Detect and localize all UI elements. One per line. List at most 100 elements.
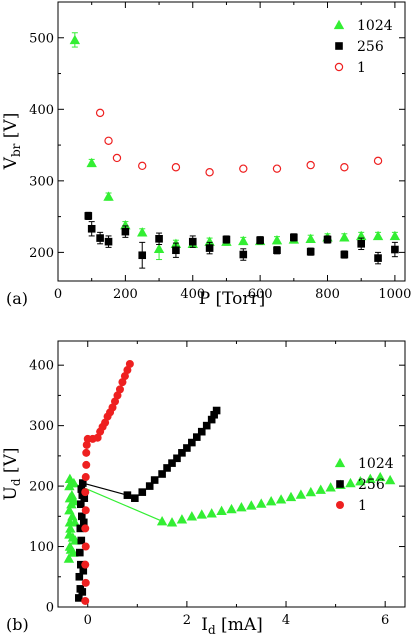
panel-b-point-1 [115,385,124,394]
panel-a-x-tick-label: 400 [180,287,205,302]
panel-a-x-tick-label: 800 [315,287,340,302]
panel-b-point-1024 [226,503,237,514]
panel-b-point-1 [123,366,132,375]
panel-b-x-tick-label: 0 [84,613,92,628]
panel-a: 0 200 400 600 800 1000 200 300 400 500 1024 256 1 P… [1,1,411,309]
panel-b-point-1 [82,440,91,449]
panel-a-point-1024 [153,243,165,253]
panel-b-point-256 [79,566,88,575]
panel-b-point-1024 [69,496,80,506]
panel-b-legend-marker [336,480,344,488]
panel-b-point-256 [79,518,88,527]
panel-b-point-1 [125,359,134,368]
panel-b-point-1024 [246,500,257,510]
panel-b-legend-label: 256 [358,477,385,493]
panel-a-point-256 [121,227,130,236]
panel-b-point-1024 [66,489,78,500]
panel-b-point-1024 [63,553,75,563]
panel-a-point-1024 [372,230,384,241]
panel-b-point-256 [193,433,201,441]
panel-a-point-1 [373,156,383,166]
panel-a-legend-label: 1024 [357,18,393,34]
panel-a-legend-marker [334,62,344,72]
panel-b-point-256 [76,548,84,557]
panel-b-tag: (b) [6,615,29,634]
panel-b-y-tick-label: 0 [46,601,54,616]
panel-b-point-1024 [265,496,277,506]
panel-b-point-1024 [285,491,297,502]
panel-a-marks [69,32,401,269]
panel-b-x-tick-label: 6 [381,613,389,628]
panel-b-point-1 [101,418,110,427]
panel-b-point-256 [158,470,166,478]
panel-b-x-tick-label: 4 [282,613,290,628]
panel-a-point-1024 [86,157,97,168]
panel-b-point-1024 [384,474,396,485]
panel-b-frame [57,340,406,608]
panel-b-point-1024 [68,477,80,488]
panel-b-legend-marker [334,457,346,468]
panel-b-point-256 [77,536,86,545]
panel-a-point-1 [95,108,105,118]
panel-b-x-axis-label: Id [mA] [201,615,262,635]
panel-a-point-256 [205,244,214,252]
panel-b-point-256 [77,560,85,569]
panel-a-point-256 [306,247,315,256]
panel-b-point-256 [78,588,87,596]
panel-b-point-256 [210,410,218,419]
panel-a-point-1024 [271,235,283,245]
panel-b-point-1 [82,460,91,469]
panel-a-axes: 0 200 400 600 800 1000 200 300 400 500 [29,2,411,302]
panel-b-point-1024 [375,471,386,482]
panel-b-point-1024 [68,547,79,557]
panel-b-point-256 [178,449,186,457]
panel-b-point-1 [108,403,117,412]
panel-a-x-tick-label: 600 [248,287,273,302]
panel-a-y-axis-label: Vbr [V] [1,113,23,171]
panel-b-point-256 [76,524,85,533]
panel-a-point-1 [138,161,147,171]
panel-b-legend-label: 1024 [358,456,394,472]
panel-a-point-1024 [137,227,148,237]
panel-b-point-1 [82,448,91,457]
panel-a-point-1 [272,164,282,173]
panel-b: 0 2 4 6 0 100 200 300 400 1024 256 1 Id [mA] Ud [V… [1,340,406,635]
panel-b-y-tick-label: 400 [29,359,54,374]
panel-a-legend-label: 1 [357,60,366,76]
panel-a-y-tick-label: 500 [29,31,54,46]
panel-b-point-1 [81,488,90,497]
panel-b-point-256 [123,491,132,499]
panel-a-point-1024 [339,232,350,242]
panel-a-point-256 [290,233,298,242]
panel-b-point-1 [81,542,90,551]
panel-b-axes: 0 2 4 6 0 100 200 300 400 [29,341,405,628]
panel-a-point-1 [205,168,214,177]
panel-b-point-1 [111,397,120,406]
panel-a-point-256 [87,224,96,233]
panel-b-point-1 [81,524,90,533]
panel-b-point-256 [202,421,211,430]
panel-a-point-256 [340,250,349,259]
panel-a-point-1 [340,163,349,172]
panel-b-point-1024 [216,505,227,516]
panel-a-point-256 [84,212,93,220]
panel-a-legend: 1024 256 1 [333,18,393,76]
panel-b-point-256 [75,572,84,581]
panel-a-point-256 [138,251,147,260]
panel-b-point-256 [75,594,83,602]
panel-b-point-256 [212,406,221,415]
panel-b-point-256 [183,444,191,452]
panel-b-point-256 [168,459,176,467]
panel-b-point-256 [150,476,159,484]
panel-b-point-256 [77,485,86,493]
panel-a-point-256 [323,235,332,244]
panel-b-point-1 [120,372,129,381]
panel-a-legend-label: 256 [357,39,384,55]
panel-b-point-1024 [65,523,76,533]
svg-text:Vbr [V]: Vbr [V] [1,113,23,171]
panel-b-point-1 [81,473,90,482]
svg-text:Ud [V]: Ud [V] [1,448,23,501]
panel-a-point-1 [171,163,181,172]
panel-b-point-1 [118,378,127,387]
panel-a-point-256 [188,237,197,246]
